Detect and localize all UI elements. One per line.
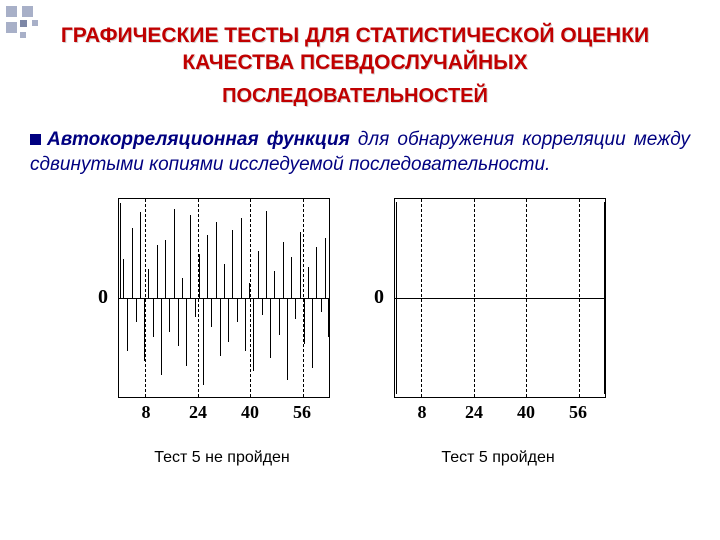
spike	[123, 259, 124, 298]
spike	[190, 215, 191, 297]
spike	[316, 247, 317, 297]
spike	[245, 298, 246, 351]
spike	[178, 298, 179, 347]
spike	[228, 298, 229, 342]
spike	[604, 202, 605, 298]
x-tick-label: 40	[516, 402, 536, 423]
spike	[262, 298, 263, 315]
spike	[127, 298, 128, 351]
spike	[220, 298, 221, 356]
x-tick-label: 40	[240, 402, 260, 423]
grid-dash	[474, 199, 475, 397]
slide-title: ГРАФИЧЕСКИЕ ТЕСТЫ ДЛЯ СТАТИСТИЧЕСКОЙ ОЦЕ…	[0, 0, 720, 109]
chart-right-caption: Тест 5 пройден	[441, 449, 554, 467]
x-tick-label: 24	[188, 402, 208, 423]
spike	[270, 298, 271, 358]
x-tick-label: 56	[292, 402, 312, 423]
x-tick-label: 24	[464, 402, 484, 423]
x-axis-left: 8 24 40 56	[118, 402, 330, 423]
body-paragraph: Автокорреляционная функция для обнаружен…	[30, 127, 690, 178]
spike	[161, 298, 162, 376]
spike	[153, 298, 154, 337]
keyword-1: Автокорреляционная	[47, 129, 259, 150]
spike	[224, 264, 225, 298]
spike	[396, 298, 397, 394]
title-line-2: КАЧЕСТВА ПСЕВДОСЛУЧАЙНЫХ	[0, 49, 710, 76]
bullet-icon	[30, 134, 41, 145]
grid-dash	[250, 199, 251, 397]
charts-row: 0 8244056 Тест 5 не пройден 0 8244056 Те…	[0, 192, 720, 467]
grid-dash	[526, 199, 527, 397]
corner-decoration	[6, 6, 48, 48]
chart-left-caption: Тест 5 не пройден	[154, 449, 290, 467]
spike	[157, 245, 158, 298]
chart-left-wrap: 0 8244056 Тест 5 не пройден	[92, 192, 352, 467]
spike	[283, 242, 284, 298]
spike	[199, 254, 200, 298]
grid-dash	[421, 199, 422, 397]
grid-dash	[145, 199, 146, 397]
keyword-2: функция	[267, 129, 350, 150]
spike	[300, 232, 301, 298]
spike	[120, 203, 121, 298]
plot-area-left	[118, 198, 330, 398]
plot-area-right	[394, 198, 606, 398]
spike	[144, 298, 145, 361]
spike	[253, 298, 254, 371]
spike	[174, 209, 175, 298]
spike	[312, 298, 313, 368]
spike	[132, 228, 133, 298]
spike	[165, 240, 166, 298]
y-zero-label-left: 0	[98, 286, 108, 309]
spike	[140, 212, 141, 297]
spike	[216, 222, 217, 298]
title-line-1: ГРАФИЧЕСКИЕ ТЕСТЫ ДЛЯ СТАТИСТИЧЕСКОЙ ОЦЕ…	[0, 22, 710, 49]
spike	[287, 298, 288, 380]
spike	[321, 298, 322, 313]
y-zero-label-right: 0	[374, 286, 384, 309]
spike	[279, 298, 280, 335]
spike	[258, 251, 259, 298]
spike	[291, 257, 292, 298]
spike	[249, 283, 250, 298]
spike	[308, 267, 309, 298]
spike	[195, 298, 196, 317]
x-tick-label: 8	[412, 402, 432, 423]
spike	[396, 202, 397, 298]
spike	[203, 298, 204, 385]
spike	[232, 230, 233, 298]
grid-dash	[579, 199, 580, 397]
spike	[328, 298, 329, 337]
spike	[211, 298, 212, 327]
grid-dash	[198, 199, 199, 397]
spike	[237, 298, 238, 322]
spike	[182, 278, 183, 297]
spike	[241, 218, 242, 298]
x-axis-right: 8 24 40 56	[394, 402, 606, 423]
chart-left: 0 8244056	[92, 192, 352, 417]
chart-right-wrap: 0 8244056 Тест 5 пройден	[368, 192, 628, 467]
spike	[148, 269, 149, 298]
midline-left	[119, 298, 329, 299]
spike	[186, 298, 187, 366]
spike	[136, 298, 137, 322]
spike	[295, 298, 296, 319]
spike	[266, 211, 267, 298]
x-tick-label: 8	[136, 402, 156, 423]
spike	[304, 298, 305, 345]
chart-right: 0 8244056	[368, 192, 628, 417]
spike	[274, 271, 275, 298]
spike	[604, 298, 605, 394]
spike	[207, 235, 208, 298]
x-tick-label: 56	[568, 402, 588, 423]
midline-right	[395, 298, 605, 299]
title-line-3: ПОСЛЕДОВАТЕЛЬНОСТЕЙ	[0, 83, 710, 109]
spike	[325, 238, 326, 298]
spike	[169, 298, 170, 332]
